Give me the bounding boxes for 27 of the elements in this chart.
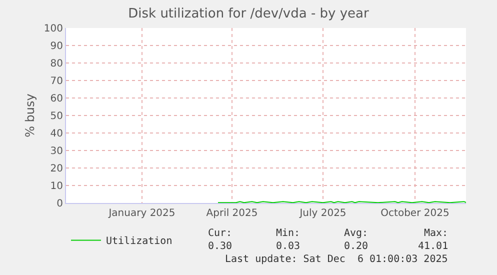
y-tick-label: 10	[50, 181, 63, 192]
x-tick-label: April 2025	[206, 208, 258, 219]
text: Min:	[276, 228, 300, 239]
y-tick-label: 60	[50, 94, 63, 104]
y-tick-label: 50	[50, 111, 63, 122]
text: 0.20	[344, 241, 368, 252]
y-axis-title: % busy	[23, 94, 38, 138]
x-tick-label: January 2025	[108, 208, 176, 219]
text: 0.30	[208, 241, 232, 252]
y-tick-label: 100	[44, 24, 63, 34]
y-tick-label: 30	[50, 146, 63, 157]
text: 41.01	[418, 241, 448, 252]
text: Cur:	[208, 228, 232, 239]
text: 0.03	[276, 241, 300, 252]
y-tick-label: 0	[56, 198, 63, 210]
legend-label: Utilization	[106, 236, 172, 248]
text: Max:	[424, 228, 448, 239]
x-tick-label: October 2025	[380, 208, 450, 219]
y-tick-label: 80	[50, 58, 63, 70]
y-tick-label: 90	[50, 41, 63, 52]
x-tick-label: July 2025	[298, 208, 346, 219]
text: Last update: Sat Dec 6 01:00:03 2025	[225, 254, 448, 265]
y-tick-label: 40	[50, 128, 63, 140]
text: Avg:	[344, 228, 368, 239]
y-tick-label: 70	[50, 76, 63, 87]
chart-title: Disk utilization for /dev/vda - by year	[128, 6, 370, 22]
y-tick-label: 20	[50, 164, 63, 174]
